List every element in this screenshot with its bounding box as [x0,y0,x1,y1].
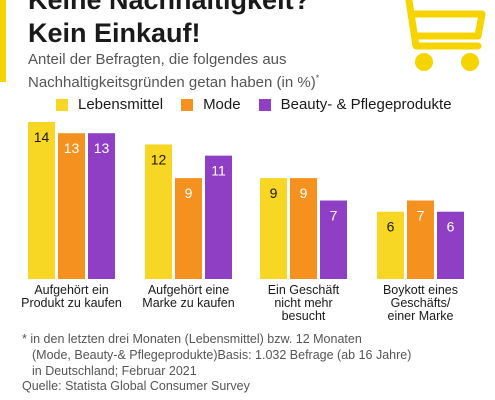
bar-value-label: 13 [94,140,110,156]
bar-value-label: 7 [330,208,338,224]
page-title: Keine Nachhaltigkeit? Kein Einkauf! [28,0,310,50]
category-label: einer Marke [388,309,454,323]
subtitle-footnote-mark: * [315,73,320,83]
bar-2-2 [175,178,202,279]
chart-subtitle: Anteil der Befragten, die folgendes aus … [28,50,428,92]
bar-value-label: 13 [64,140,80,156]
category-label: Ein Geschäft [268,283,340,297]
legend-label: Mode [203,96,241,113]
legend-swatch [56,98,68,111]
bar-value-label: 11 [211,163,226,179]
legend-label: Beauty- & Pflegeprodukte [280,96,452,113]
chart-legend: Lebensmittel Mode Beauty- & Pflegeprodukte [56,96,470,113]
category-label: besucht [282,309,326,323]
bar-1-3 [88,133,115,279]
bar-2-1 [145,144,172,279]
shopping-cart-icon [405,0,486,71]
subtitle-text: Anteil der Befragten, die folgendes aus … [28,51,316,91]
footnote-line-1: * in den letzten drei Monaten (Lebensmit… [22,332,362,346]
bar-value-label: 9 [270,185,278,201]
legend-swatch [258,98,271,111]
source-note: Quelle: Statista Global Consumer Survey [22,379,250,393]
bar-2-3 [205,155,232,279]
category-label: nicht mehr [274,296,332,310]
category-label: Geschäfts/ [391,296,451,310]
bar-3-3 [320,200,347,279]
legend-swatch [181,98,194,111]
category-label: Marke zu kaufen [142,296,234,310]
bar-3-1 [260,178,287,279]
title-accent-bar [0,0,6,82]
legend-item-1: Lebensmittel [56,96,163,113]
legend-label: Lebensmittel [78,96,164,113]
category-label: Aufgehört eine [148,283,229,297]
bar-value-label: 9 [185,185,193,201]
bar-4-1 [377,211,404,279]
category-label: Produkt zu kaufen [21,296,122,310]
bar-4-2 [407,200,434,279]
bar-value-label: 9 [300,185,308,201]
bar-value-label: 6 [387,219,395,235]
bar-value-label: 7 [417,208,425,224]
bar-value-label: 14 [34,129,50,145]
footnote-line-2: (Mode, Beauty-& Pflegeprodukte)Basis: 1.… [32,348,412,362]
bar-4-3 [437,211,464,279]
bar-value-label: 12 [151,151,167,167]
bar-value-label: 6 [447,219,455,235]
footnote: * in den letzten drei Monaten (Lebensmit… [22,331,482,379]
title-line-2: Kein Einkauf! [28,18,201,48]
bar-1-1 [28,122,55,279]
category-label: Boykott eines [383,283,458,297]
title-line-1: Keine Nachhaltigkeit? [28,0,311,15]
bar-3-2 [290,178,317,279]
footnote-line-3: in Deutschland; Februar 2021 [32,364,197,378]
legend-item-3: Beauty- & Pflegeprodukte [258,96,452,113]
category-label: Aufgehört ein [34,283,108,297]
bar-1-2 [58,133,85,279]
legend-item-2: Mode [181,96,241,113]
